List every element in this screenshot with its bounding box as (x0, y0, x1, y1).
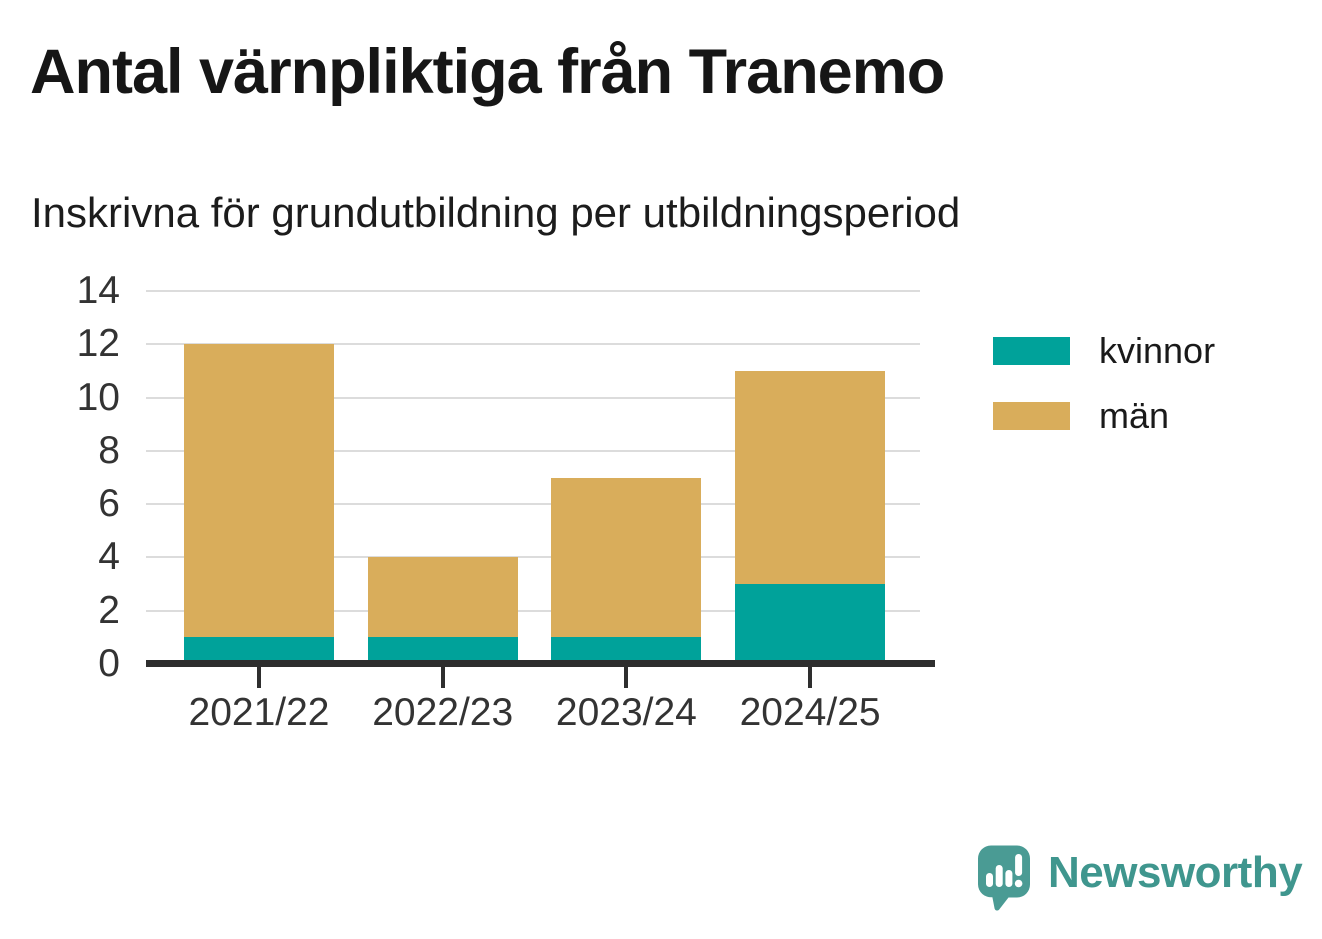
bar-segment-män-2024/25 (735, 370, 886, 585)
chart-legend: kvinnor män (993, 333, 1215, 434)
newsworthy-branding: Newsworthy (977, 842, 1303, 914)
newsworthy-logo-icon (978, 845, 1030, 911)
x-axis-label: 2022/23 (372, 691, 514, 734)
y-axis-label: 8 (98, 428, 120, 472)
x-axis-tick (624, 667, 629, 688)
gridline-y-8 (146, 449, 920, 452)
bar-segment-kvinnor-2024/25 (735, 584, 886, 664)
x-axis-label: 2024/25 (739, 691, 881, 734)
bar-segment-män-2022/23 (367, 557, 518, 638)
y-axis-label: 2 (98, 588, 120, 632)
bar-segment-kvinnor-2023/24 (551, 637, 702, 664)
legend-swatch-kvinnor (993, 337, 1070, 365)
gridline-y-4 (146, 556, 920, 559)
x-axis-line (146, 660, 935, 667)
chart-title: Antal värnpliktiga från Tranemo (30, 37, 945, 107)
y-axis-label: 12 (76, 322, 120, 366)
gridline-y-14 (146, 290, 920, 292)
y-axis-label: 0 (98, 642, 120, 685)
legend-item-kvinnor: kvinnor (993, 333, 1215, 369)
bar-segment-män-2021/22 (184, 344, 334, 638)
x-axis-label: 2021/22 (188, 691, 330, 734)
x-axis-tick (440, 667, 445, 688)
y-axis-label: 6 (98, 482, 120, 526)
legend-label-män: män (1099, 395, 1170, 436)
y-axis-label: 4 (98, 535, 120, 579)
legend-label-kvinnor: kvinnor (1099, 330, 1216, 371)
x-axis-label: 2023/24 (555, 691, 697, 734)
legend-swatch-män (993, 402, 1070, 430)
gridline-y-6 (146, 503, 920, 506)
gridline-y-2 (146, 609, 920, 612)
y-axis-label: 14 (76, 269, 120, 312)
bar-segment-män-2023/24 (551, 477, 702, 638)
x-axis-tick (808, 667, 813, 688)
newsworthy-logo-text: Newsworthy (1048, 848, 1303, 897)
chart-subtitle: Inskrivna för grundutbildning per utbild… (31, 189, 961, 236)
gridline-y-12 (146, 343, 920, 346)
y-axis-label: 10 (76, 375, 120, 419)
bar-segment-kvinnor-2022/23 (367, 637, 518, 664)
legend-item-män: män (993, 398, 1215, 434)
x-axis-tick (257, 667, 261, 688)
bar-segment-kvinnor-2021/22 (184, 637, 334, 664)
gridline-y-10 (146, 396, 920, 399)
